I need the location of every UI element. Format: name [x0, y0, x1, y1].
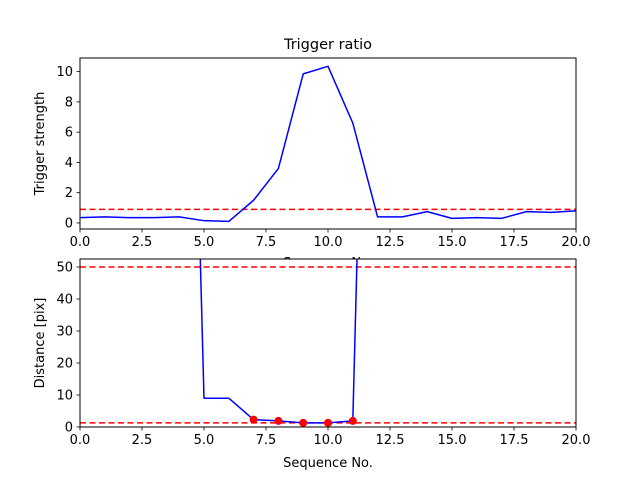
x-tick-label: 15.0: [438, 235, 467, 250]
y-tick-label: 0: [65, 216, 73, 231]
x-tick-label: 10.0: [314, 235, 343, 250]
y-axis: 0 2 4 6 8 10: [56, 65, 80, 231]
x-tick-label: 12.5: [376, 433, 405, 448]
plot-background: [80, 259, 576, 427]
y-axis: 0 10 20 30 40 50: [56, 261, 80, 436]
y-tick-label: 8: [65, 95, 73, 110]
x-tick-label: 17.5: [500, 235, 529, 250]
y-tick-label: 2: [65, 186, 73, 201]
y-axis-label: Trigger strength: [33, 92, 48, 197]
x-axis: 0.0 2.5 5.0 7.5 10.0 12.5 15.0 17.5 20.0: [70, 427, 591, 448]
x-tick-label: 10.0: [314, 433, 343, 448]
data-point: [348, 416, 357, 425]
x-tick-label: 0.0: [70, 433, 91, 448]
x-tick-label: 20.0: [562, 235, 591, 250]
x-tick-label: 2.5: [132, 433, 153, 448]
data-series: [80, 65, 576, 223]
x-axis-label: Sequence No.: [283, 456, 373, 471]
x-tick-label: 5.0: [194, 235, 215, 250]
x-tick-label: 7.5: [256, 235, 277, 250]
x-axis: 0.0 2.5 5.0 7.5 10.0 12.5 15.0 17.5 20.0: [70, 229, 591, 250]
x-tick-label: 12.5: [376, 235, 405, 250]
y-tick-label: 30: [56, 325, 73, 340]
x-tick-label: 17.5: [500, 433, 529, 448]
y-tick-label: 10: [56, 389, 73, 404]
data-point: [299, 418, 308, 427]
y-tick-label: 10: [56, 65, 73, 80]
series-line: [80, 65, 576, 223]
y-tick-label: 40: [56, 293, 73, 308]
y-tick-label: 50: [56, 261, 73, 276]
x-tick-label: 7.5: [256, 433, 277, 448]
distance-chart: 0.0 2.5 5.0 7.5 10.0 12.5 15.0 17.5 20.0 0 10 20 30…: [33, 258, 591, 471]
data-point: [324, 418, 332, 427]
x-tick-label: 2.5: [132, 235, 153, 250]
chart-title: Trigger ratio: [283, 37, 372, 53]
x-tick-label: 20.0: [562, 433, 591, 448]
y-tick-label: 0: [65, 421, 73, 436]
y-tick-label: 4: [65, 156, 73, 171]
x-tick-label: 5.0: [194, 433, 215, 448]
y-axis-label: Distance [pix]: [33, 298, 48, 389]
data-point: [274, 416, 283, 425]
x-tick-label: 0.0: [70, 235, 91, 250]
data-markers: [249, 415, 357, 427]
data-point: [249, 415, 258, 424]
y-tick-label: 20: [56, 357, 73, 372]
x-tick-label: 15.0: [438, 433, 467, 448]
y-tick-label: 6: [65, 126, 73, 141]
